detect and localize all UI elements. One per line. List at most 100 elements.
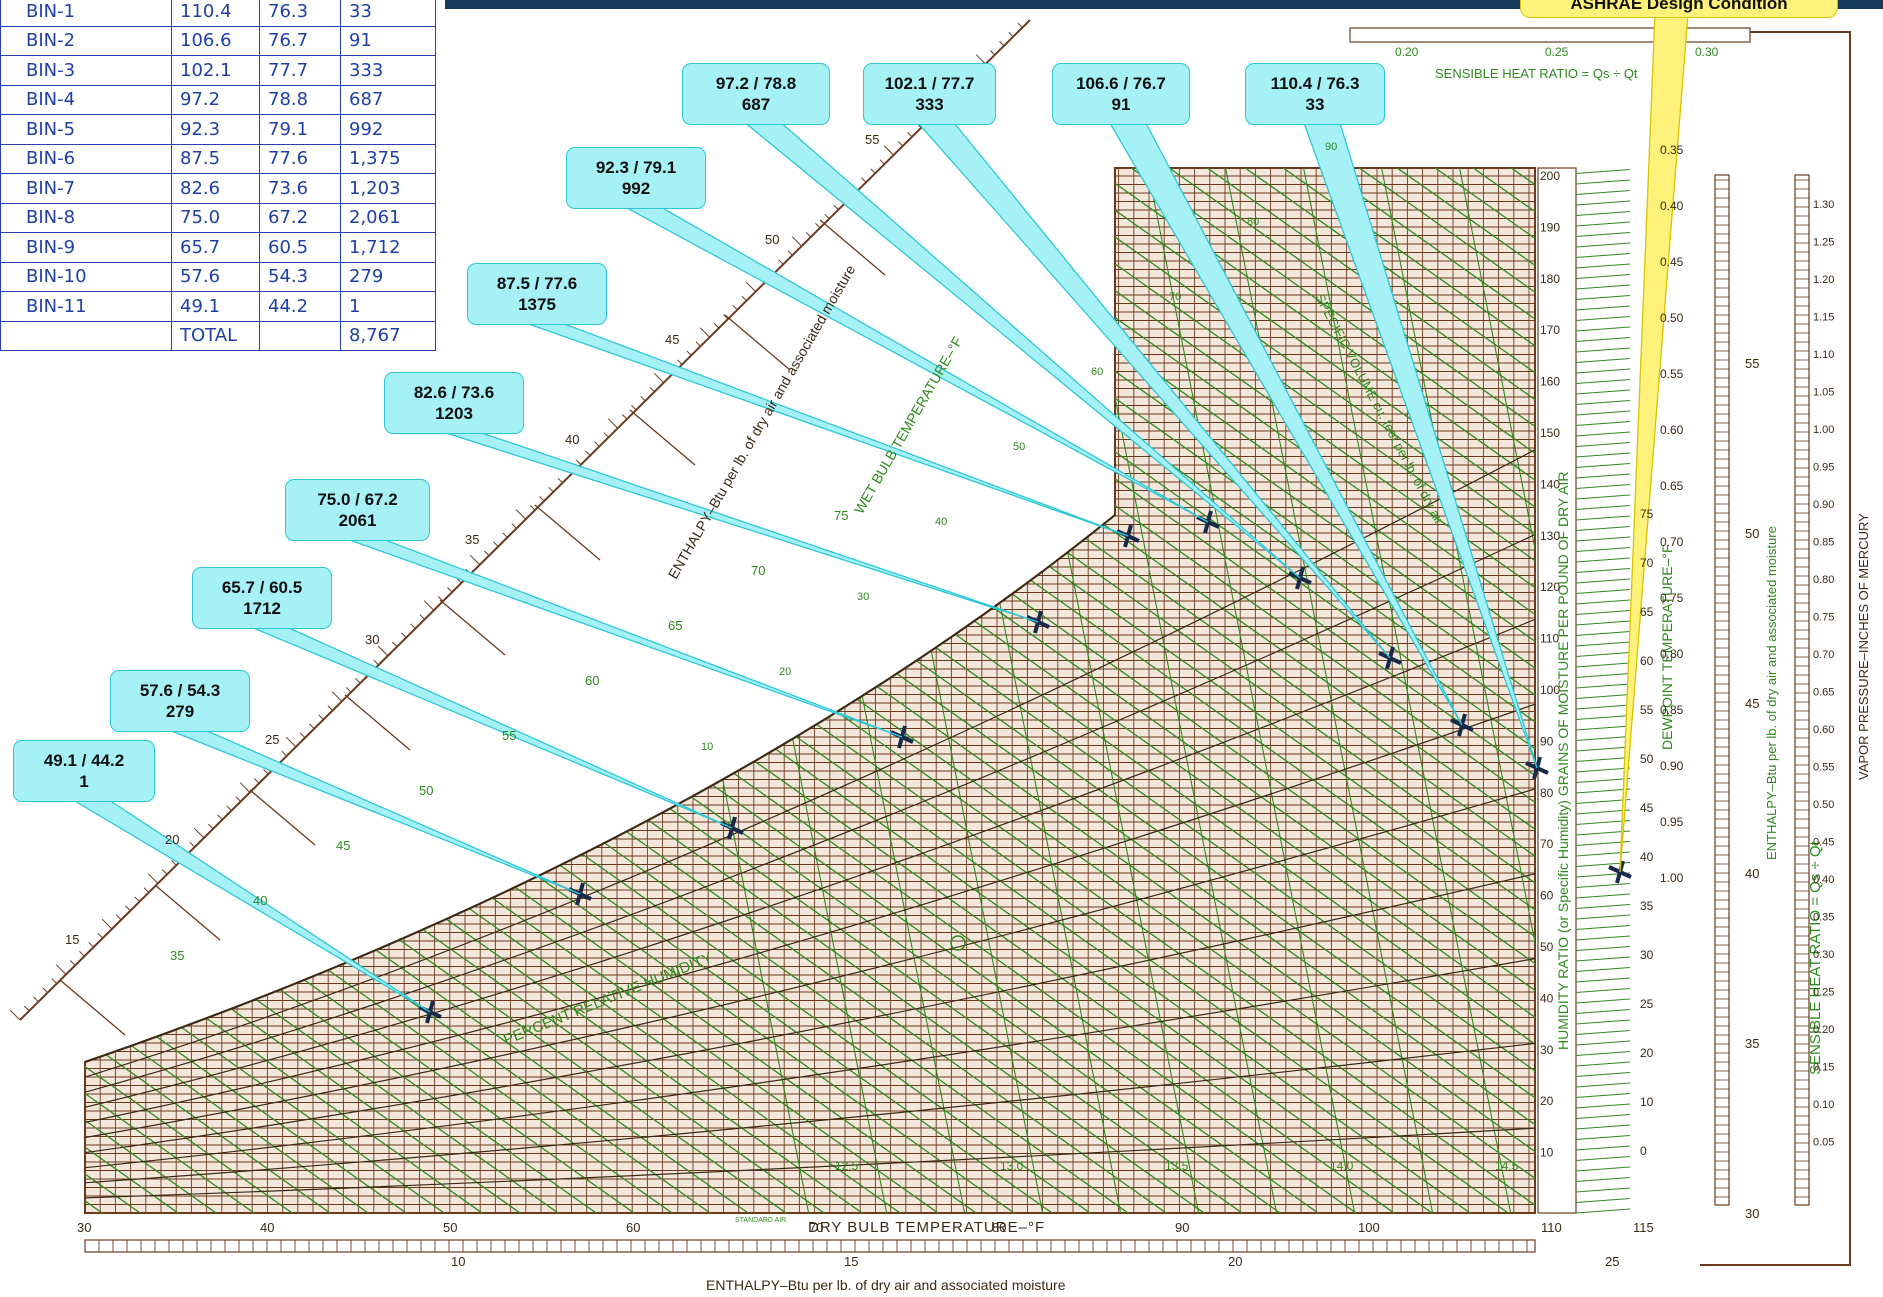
- diagonal-enthalpy-tick: [419, 614, 426, 620]
- standard-air-label: STANDARD AIR: [735, 1217, 786, 1224]
- dewpoint-tick: [1575, 505, 1631, 510]
- bin-callout: 102.1 / 77.7 333: [863, 63, 996, 125]
- wetbulb-grid-line: [1043, 168, 1535, 1213]
- diagonal-enthalpy-tick: [88, 941, 94, 948]
- diagonal-enthalpy-tick: [171, 860, 177, 866]
- humidity-ratio-tick-label: 100: [1540, 683, 1560, 697]
- shr-right-tick-label: 0.95: [1660, 815, 1684, 829]
- dewpoint-tick: [1575, 1082, 1631, 1088]
- wetbulb-grid-line: [85, 168, 759, 1213]
- right-enthalpy-tick-label: 30: [1745, 1206, 1759, 1221]
- diagonal-enthalpy-tick: [299, 732, 306, 739]
- bin-callout: 82.6 / 73.6 1203: [384, 372, 524, 434]
- table-cell: 54.3: [259, 261, 341, 292]
- rh-curve: [85, 703, 1535, 1123]
- callout-hours: 91: [1111, 95, 1131, 114]
- dewpoint-tick: [1575, 1051, 1631, 1056]
- dewpoint-tick: [1575, 1030, 1631, 1035]
- table-cell: 1,712: [340, 232, 436, 263]
- callout-hours: 687: [741, 95, 771, 114]
- diagonal-enthalpy-tick-label: 20: [165, 832, 179, 847]
- right-enthalpy-tick-label: 35: [1745, 1036, 1759, 1051]
- diagonal-enthalpy-tick: [603, 432, 610, 438]
- callout-temperatures: 97.2 / 78.8: [715, 74, 797, 93]
- table-row: BIN-9 65.7 60.5 1,712: [0, 232, 436, 263]
- table-cell: BIN-6: [0, 143, 172, 174]
- diagonal-enthalpy-tick: [989, 50, 996, 56]
- wet-bulb-tick-label: 40: [253, 893, 267, 908]
- vapor-pressure-tick-label: 1.10: [1813, 349, 1834, 361]
- top-banner: [445, 0, 1883, 9]
- rh-tick-label: 50: [1013, 441, 1025, 453]
- diagonal-enthalpy-tick: [594, 441, 600, 448]
- diagonal-enthalpy-tick: [115, 914, 122, 921]
- diagonal-enthalpy-tick: [870, 168, 876, 175]
- humidity-ratio-tick-label: 150: [1540, 426, 1560, 440]
- diagonal-enthalpy-tick: [235, 796, 242, 802]
- diagonal-enthalpy-tick: [653, 372, 665, 384]
- diagonal-enthalpy-tick: [33, 996, 39, 1003]
- diagonal-enthalpy-tick: [879, 159, 886, 165]
- diagonal-enthalpy-tick: [69, 960, 76, 966]
- diagonal-enthalpy-tick: [723, 314, 729, 320]
- table-cell: 92.3: [171, 114, 260, 145]
- bin-callout: 75.0 / 67.2 2061: [285, 479, 430, 541]
- wetbulb-grid-line: [1195, 168, 1535, 1213]
- callout-pointer: [250, 626, 733, 829]
- enthalpy-guide-line: [59, 979, 126, 1036]
- table-cell: BIN-3: [0, 55, 172, 86]
- table-row: BIN-1 110.4 76.3 33: [0, 0, 436, 27]
- humidity-ratio-tick-label: 110: [1540, 632, 1559, 646]
- rh-curve: [85, 1042, 1535, 1184]
- diagonal-enthalpy-tick: [217, 814, 223, 821]
- vapor-pressure-tick-label: 0.15: [1813, 1062, 1834, 1074]
- diagonal-enthalpy-tick: [493, 541, 499, 548]
- diagonal-enthalpy-tick: [778, 259, 784, 266]
- dewpoint-tick: [1575, 893, 1631, 899]
- callout-hours: 992: [621, 179, 651, 198]
- dewpoint-tick-label: 75: [1640, 507, 1654, 521]
- dewpoint-tick: [1575, 1103, 1631, 1109]
- bottom-enthalpy-tick-label: 10: [451, 1254, 465, 1269]
- vapor-pressure-tick-label: 0.20: [1813, 1024, 1834, 1036]
- diagonal-enthalpy-tick-label: 30: [365, 632, 379, 647]
- shr-right-tick-label: 1.00: [1660, 871, 1684, 885]
- dewpoint-tick: [1575, 316, 1631, 321]
- diagonal-enthalpy-tick: [263, 769, 269, 775]
- wetbulb-grid-line: [85, 168, 683, 1213]
- table-row: BIN-5 92.3 79.1 992: [0, 114, 436, 145]
- diagonal-enthalpy-tick: [469, 554, 481, 566]
- table-cell: [0, 320, 172, 351]
- shr-right-tick-label: 0.80: [1660, 647, 1684, 661]
- dewpoint-tick: [1575, 379, 1631, 384]
- vapor-pressure-tick-label: 0.05: [1813, 1137, 1834, 1149]
- dewpoint-tick-label: 35: [1640, 899, 1654, 913]
- dewpoint-tick: [1575, 389, 1631, 395]
- humidity-ratio-tick-label: 60: [1540, 889, 1554, 903]
- diagonal-enthalpy-tick: [511, 523, 518, 529]
- dewpoint-tick-label: 10: [1640, 1095, 1654, 1109]
- bottom-enthalpy-scale: [84, 1239, 1536, 1253]
- table-cell: 49.1: [171, 291, 260, 322]
- table-cell: 1,203: [340, 173, 436, 204]
- diagonal-enthalpy-tick: [125, 905, 131, 912]
- dewpoint-tick-label: 45: [1640, 801, 1654, 815]
- table-cell: 77.6: [259, 143, 341, 174]
- shr-top-tick-label: 0.25: [1545, 45, 1569, 59]
- rh-tick-label: 10: [701, 741, 713, 753]
- humidity-ratio-tick-label: 130: [1540, 529, 1560, 543]
- dewpoint-tick: [1575, 1198, 1631, 1203]
- diagonal-enthalpy-tick: [207, 823, 214, 830]
- wetbulb-grid-line: [929, 168, 1535, 1213]
- dewpoint-tick: [1575, 788, 1631, 794]
- dewpoint-tick: [1575, 883, 1631, 888]
- diagonal-enthalpy-tick: [193, 827, 205, 839]
- diagonal-enthalpy-tick: [355, 678, 361, 684]
- diagonal-enthalpy-tick: [502, 532, 508, 539]
- vapor-pressure-tick-label: 0.10: [1813, 1099, 1834, 1111]
- diagonal-enthalpy-tick: [79, 951, 85, 957]
- dewpoint-tick: [1575, 463, 1631, 468]
- enthalpy-guide-line: [629, 409, 696, 466]
- standard-air-marker: [950, 935, 966, 951]
- callout-temperatures: 87.5 / 77.6: [496, 274, 578, 293]
